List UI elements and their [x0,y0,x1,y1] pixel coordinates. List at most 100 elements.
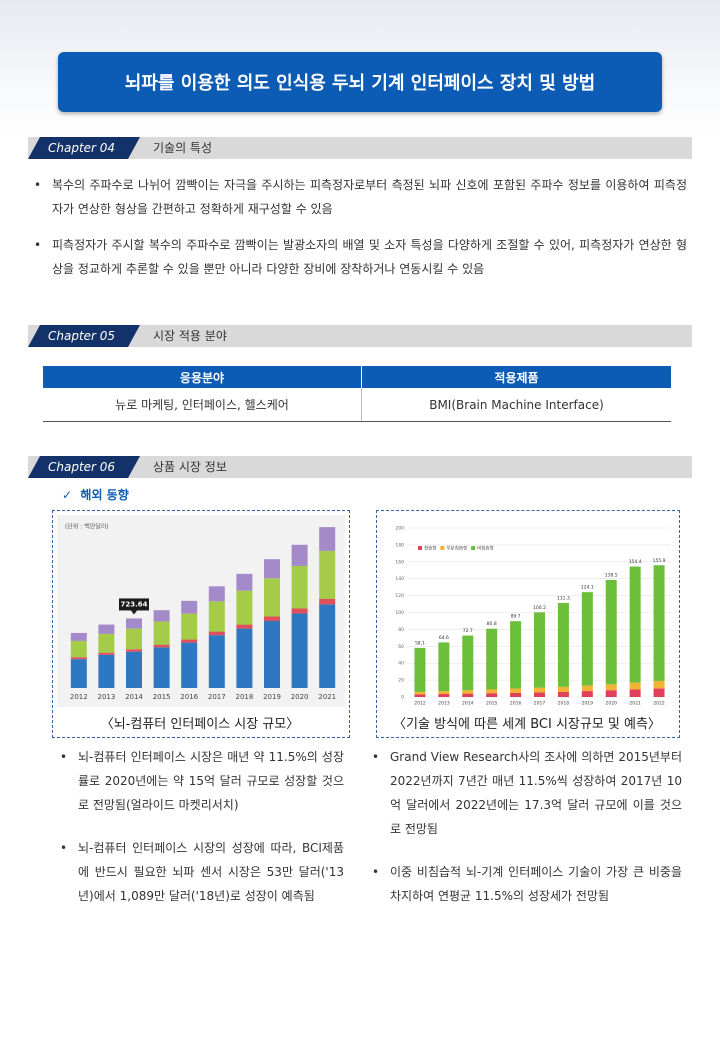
chapter-title: 시장 적용 분야 [153,329,227,343]
chapter-bar: Chapter 04 기술의 특성 [28,137,692,159]
x-tick-label: 2012 [70,693,88,701]
table-header: 적용제품 [361,366,671,388]
chapter-title: 기술의 특성 [153,141,213,155]
chart-box [376,510,680,738]
table-header: 응용분야 [43,366,362,388]
bullet: 뇌-컴퓨터 인터페이스 시장의 성장에 따라, BCI제품에 반드시 필요한 뇌… [60,836,344,908]
y-tick-label: 120 [395,593,404,599]
bar-segment [581,592,593,686]
x-tick-label: 2015 [486,701,498,707]
bar-segment [70,659,87,688]
bar-segment [264,616,280,622]
chapter-tag: Chapter 06 [28,456,140,478]
bar-segment [236,624,253,629]
annotation-pointer [131,610,137,615]
bar-segment [319,550,336,599]
check-icon: ✓ [62,488,81,502]
bar-segment [208,631,225,636]
y-tick-label: 60 [398,644,404,650]
total-label: 111.3 [557,595,570,601]
bar-segment [153,644,170,648]
y-tick-label: 140 [395,576,404,582]
bar-segment [98,633,115,653]
bar-segment [486,693,498,697]
y-tick-label: 40 [398,661,404,667]
bullet: 복수의 주파수로 나뉘어 깜빡이는 자극을 주시하는 피측정자로부터 측정된 뇌… [34,173,687,221]
table: 응용분야 적용제품 뉴로 마케팅, 인터페이스, 헬스케어 BMI(Brain Ma… [43,366,671,422]
total-label: 72.7 [463,628,473,634]
legend-swatch [418,546,422,550]
bar-segment [291,565,308,609]
total-label: 64.6 [439,635,449,641]
bar-segment [181,600,198,614]
bar-segment [605,684,617,691]
y-tick-label: 100 [395,610,404,616]
chart: (단위 : 백만달러) 2012 2013 2014 723.64 2015 2016 201… [57,515,345,707]
chapter-bar: Chapter 05 시장 적용 분야 [28,325,692,347]
bullet: 이중 비침습적 뇌-기계 인터페이스 기술이 가장 큰 비중을 차지하여 연평균… [372,860,682,908]
x-tick-label: 2018 [235,693,253,701]
bar-segment [291,544,308,566]
bar-segment [534,687,545,693]
y-tick-label: 180 [395,542,404,548]
x-tick-label: 2012 [414,701,426,707]
table-cell: 뉴로 마케팅, 인터페이스, 헬스케어 [43,388,362,422]
unit-label: (단위 : 백만달러) [65,523,109,531]
bar-segment [653,565,665,681]
x-tick-label: 2021 [318,693,336,701]
bar-segment [181,642,198,688]
chapter-bar: Chapter 06 상품 시장 정보 [28,456,692,478]
bar-segment [557,602,569,687]
x-tick-label: 2013 [97,693,115,701]
x-tick-label: 2016 [180,693,198,701]
bar-segment [181,613,198,640]
bar-segment [98,652,115,655]
x-tick-label: 2017 [534,701,546,707]
bar-segment [438,642,450,692]
legend-label: 침습형 [424,545,436,552]
bar-segment [208,635,225,688]
bar-segment [557,691,569,697]
bar-segment [126,651,142,688]
bar-segment [557,686,569,692]
bar-segment [264,559,280,579]
chart: 0 20 40 60 80 100 120 140 160 180 200 2012 58.1 2013 6… [395,526,671,707]
y-tick-label: 160 [395,559,404,565]
bar-segment [153,610,170,622]
bar-segment [462,693,474,697]
x-tick-label: 2020 [291,693,309,701]
bar-segment [510,621,522,689]
bar-segment [581,691,593,697]
bar-segment [534,692,545,697]
bar-segment [510,692,522,697]
x-tick-label: 2015 [153,693,171,701]
bar-segment [414,694,426,697]
bar-segment [629,689,641,697]
bar-segment [98,654,115,688]
bar-segment [264,621,280,688]
legend-swatch [471,546,476,550]
bar-segment [438,694,450,697]
x-tick-label: 2016 [510,701,522,707]
bar-segment [236,628,253,688]
annotation-label: 723.64 [120,600,147,608]
bar-segment [510,688,522,693]
bar-segment [208,601,225,632]
bar-segment [181,639,198,643]
bar-segment [236,573,253,591]
bar-segment [462,690,474,694]
subtitle-text: 해외 동향 [80,488,129,502]
chart-box [52,510,350,738]
bar-segment [153,621,170,645]
bar-segment [70,640,87,658]
bullet: Grand View Research사의 조사에 의하면 2015년부터 20… [372,745,682,841]
total-label: 124.1 [581,585,594,591]
total-label: 89.7 [511,614,521,620]
x-tick-label: 2019 [263,693,281,701]
bar-segment [581,685,593,692]
x-tick-label: 2014 [462,701,474,707]
chapter-tag: Chapter 04 [28,137,140,159]
x-tick-label: 2017 [208,693,226,701]
bar-segment [319,598,336,605]
